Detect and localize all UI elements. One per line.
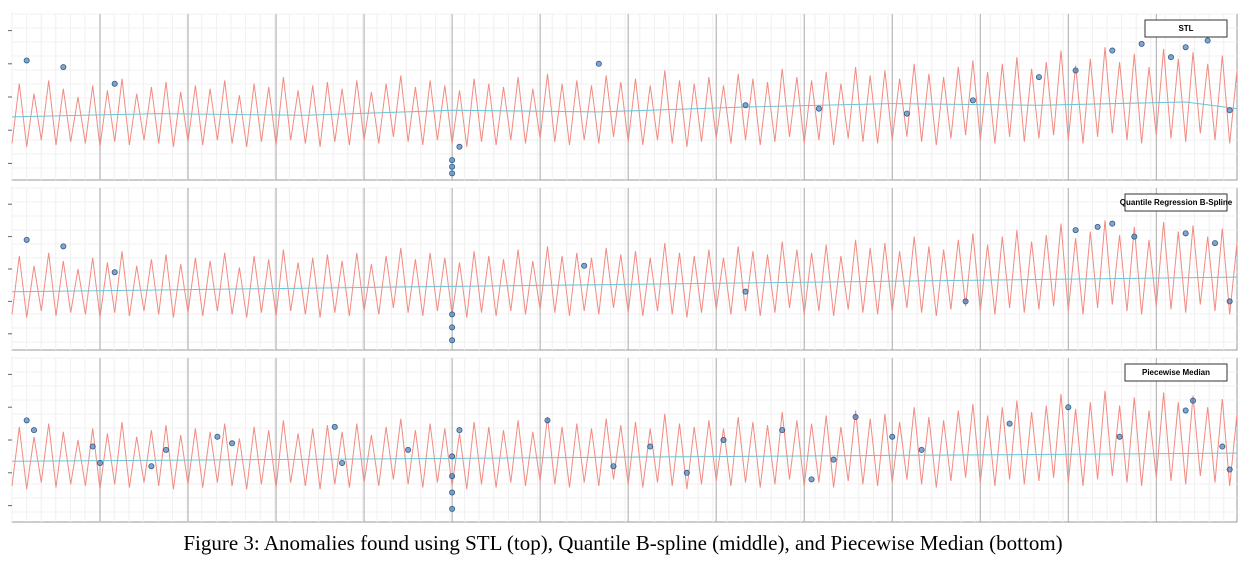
anomaly-point bbox=[449, 157, 456, 164]
anomaly-point bbox=[1219, 443, 1226, 450]
anomaly-point bbox=[852, 414, 859, 421]
anomaly-point bbox=[456, 427, 463, 434]
label-box bbox=[1144, 19, 1228, 38]
anomaly-point bbox=[595, 60, 602, 67]
anomaly-point bbox=[1204, 37, 1211, 44]
anomaly-point bbox=[449, 337, 456, 344]
anomaly-point bbox=[1131, 233, 1138, 240]
anomaly-point bbox=[544, 417, 551, 424]
anomaly-point bbox=[23, 417, 30, 424]
anomaly-point bbox=[1182, 407, 1189, 414]
anomaly-point bbox=[720, 436, 727, 443]
anomaly-point bbox=[903, 110, 910, 117]
anomaly-point bbox=[1189, 397, 1196, 404]
anomaly-point bbox=[610, 463, 617, 470]
anomaly-point bbox=[449, 311, 456, 318]
series-line bbox=[11, 390, 1238, 490]
anomaly-point bbox=[1065, 404, 1072, 411]
anomaly-point bbox=[1109, 47, 1116, 54]
anomaly-point bbox=[779, 427, 786, 434]
anomaly-point bbox=[449, 505, 456, 512]
anomaly-point bbox=[163, 446, 170, 453]
anomaly-point bbox=[97, 459, 104, 466]
anomaly-point bbox=[1094, 223, 1101, 230]
anomaly-point bbox=[918, 446, 925, 453]
label-box bbox=[1124, 193, 1228, 212]
anomaly-point bbox=[449, 453, 456, 460]
anomaly-point bbox=[1182, 230, 1189, 237]
anomaly-point bbox=[214, 433, 221, 440]
anomaly-point bbox=[1072, 227, 1079, 234]
anomaly-point bbox=[229, 440, 236, 447]
anomaly-point bbox=[830, 456, 837, 463]
anomaly-point bbox=[331, 423, 338, 430]
anomaly-point bbox=[111, 269, 118, 276]
anomaly-point bbox=[1006, 420, 1013, 427]
anomaly-point bbox=[23, 236, 30, 243]
anomaly-point bbox=[89, 443, 96, 450]
anomaly-point bbox=[581, 262, 588, 269]
anomaly-point bbox=[683, 469, 690, 476]
anomaly-point bbox=[1211, 240, 1218, 247]
anomaly-point bbox=[1116, 433, 1123, 440]
anomaly-point bbox=[449, 473, 456, 480]
anomaly-point bbox=[1226, 466, 1233, 473]
anomaly-point bbox=[1226, 107, 1233, 114]
label-box bbox=[1124, 363, 1228, 382]
baseline-line bbox=[11, 101, 1238, 118]
anomaly-point bbox=[808, 476, 815, 483]
anomaly-point bbox=[1072, 67, 1079, 74]
panel-label: Piecewise Median bbox=[1142, 368, 1210, 377]
anomaly-point bbox=[1226, 298, 1233, 305]
anomaly-point bbox=[449, 170, 456, 177]
caption: Figure 3: Anomalies found using STL (top… bbox=[183, 531, 1062, 555]
series-line bbox=[11, 220, 1238, 318]
anomaly-point bbox=[1167, 54, 1174, 61]
anomaly-point bbox=[889, 433, 896, 440]
anomaly-point bbox=[449, 163, 456, 170]
anomaly-point bbox=[60, 64, 67, 71]
plot-area bbox=[11, 13, 1238, 181]
anomaly-point bbox=[969, 97, 976, 104]
panel-label: STL bbox=[1178, 24, 1193, 33]
anomaly-point bbox=[60, 243, 67, 250]
anomaly-point bbox=[1138, 40, 1145, 47]
anomaly-point bbox=[1182, 44, 1189, 51]
baseline-line bbox=[11, 276, 1238, 293]
panel-label: Quantile Regression B-Spline bbox=[1120, 198, 1233, 207]
anomaly-point bbox=[449, 324, 456, 331]
anomaly-point bbox=[31, 427, 38, 434]
anomaly-point bbox=[962, 298, 969, 305]
anomaly-point bbox=[742, 102, 749, 109]
anomaly-point bbox=[1035, 74, 1042, 81]
anomaly-point bbox=[1109, 220, 1116, 227]
anomaly-point bbox=[647, 443, 654, 450]
anomaly-point bbox=[111, 80, 118, 87]
anomaly-point bbox=[815, 105, 822, 112]
anomaly-point bbox=[405, 446, 412, 453]
plot-area bbox=[11, 357, 1238, 523]
baseline-line bbox=[11, 452, 1238, 462]
plot-area bbox=[11, 187, 1238, 351]
anomaly-point bbox=[456, 143, 463, 150]
anomaly-point bbox=[449, 489, 456, 496]
series-line bbox=[11, 47, 1238, 147]
anomaly-point bbox=[742, 288, 749, 295]
anomaly-point bbox=[339, 459, 346, 466]
anomaly-point bbox=[148, 463, 155, 470]
anomaly-point bbox=[23, 57, 30, 64]
